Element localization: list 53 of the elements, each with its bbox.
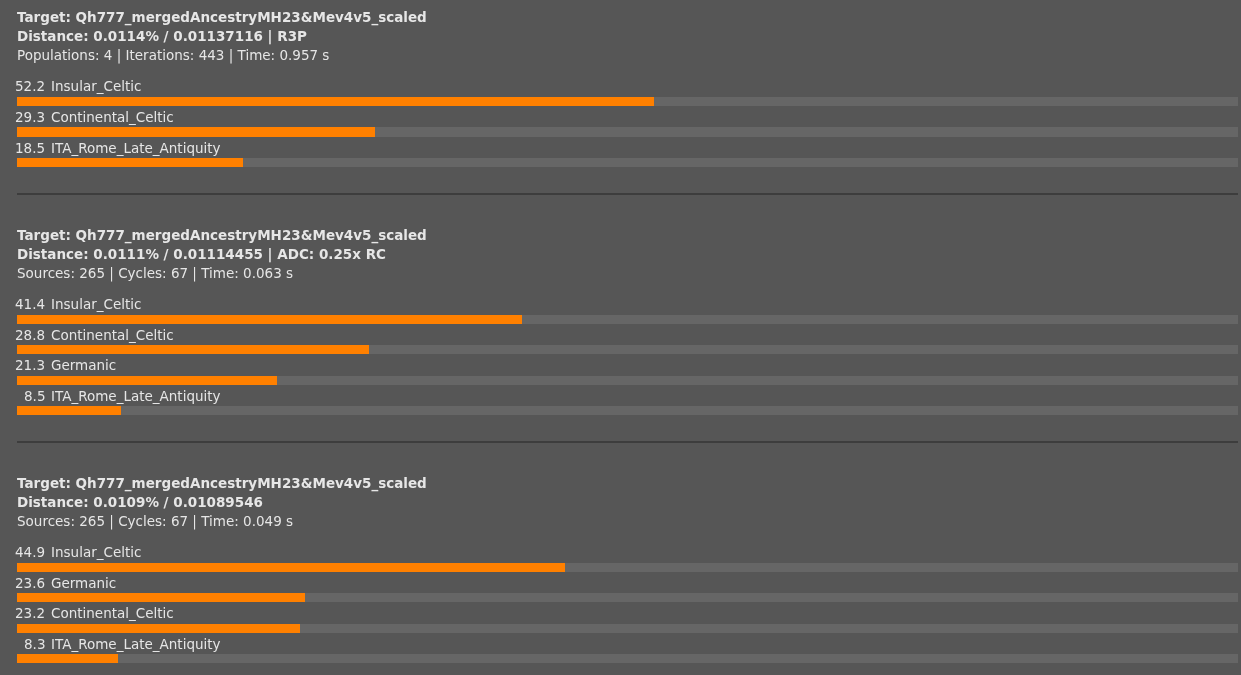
y-tick-label: Insular_Celtic [51, 295, 142, 312]
bar [368, 345, 1238, 355]
y-tick-label: Continental_Celtic [51, 605, 174, 622]
bar [654, 96, 1238, 106]
bar [242, 158, 1238, 168]
bar [17, 654, 119, 664]
chart-title: Target: Qh777_mergedAncestryMH23&Mev4v5_scaled [17, 225, 428, 245]
y-tick-label: ITA_Rome_Late_Antiquity [51, 387, 221, 404]
y-tick-label: Germanic [51, 356, 117, 373]
bar [565, 562, 1238, 572]
bar [118, 654, 1238, 664]
bar [522, 314, 1238, 324]
y-tick-label: Germanic [51, 575, 117, 592]
bar [300, 623, 1238, 633]
bar [374, 127, 1238, 137]
data-label: 8.5 [24, 387, 46, 404]
chart-title: Target: Qh777_mergedAncestryMH23&Mev4v5_scaled [17, 8, 428, 27]
data-label: 18.5 [15, 140, 46, 156]
chart-subtitle: Distance: 0.0111% / 0.01114455 | ADC: 0.25x RC [17, 244, 387, 264]
bar [17, 96, 655, 106]
data-label: 44.9 [15, 544, 46, 561]
data-label: 23.2 [15, 605, 46, 622]
bar [17, 314, 523, 324]
bar [17, 623, 301, 633]
bar [17, 406, 121, 416]
bar [277, 375, 1238, 385]
y-tick-label: Continental_Celtic [51, 109, 174, 125]
y-tick-label: Continental_Celtic [51, 326, 174, 343]
chart-title: Target: Qh777_mergedAncestryMH23&Mev4v5_scaled [17, 474, 428, 494]
bar [17, 562, 566, 572]
y-tick-label: ITA_Rome_Late_Antiquity [51, 636, 221, 653]
chart-subtitle: Distance: 0.0109% / 0.01089546 [17, 493, 264, 513]
data-label: 21.3 [15, 356, 46, 373]
bar [120, 406, 1238, 416]
data-label: 28.8 [15, 326, 46, 343]
data-label: 23.6 [15, 575, 46, 592]
bar [17, 345, 369, 355]
bar [305, 593, 1238, 603]
data-label: 8.3 [24, 636, 46, 653]
data-label: 41.4 [15, 295, 46, 312]
data-label: 52.2 [15, 78, 46, 94]
data-label: 29.3 [15, 109, 46, 125]
source-note: Sources: 265 | Cycles: 67 | Time: 0.049 s [17, 512, 295, 532]
bar [17, 127, 375, 137]
bar [17, 158, 243, 168]
y-tick-label: Insular_Celtic [51, 544, 142, 561]
y-tick-label: Insular_Celtic [51, 78, 142, 94]
y-tick-label: ITA_Rome_Late_Antiquity [51, 140, 221, 156]
chart-subtitle: Distance: 0.0114% / 0.01137116 | R3P [17, 27, 308, 46]
bar [17, 593, 306, 603]
text: Populations: 4 | Iterations: 443 | Time: 0.957 s [17, 46, 331, 65]
bar [17, 375, 278, 385]
source-note: Sources: 265 | Cycles: 67 | Time: 0.063 s [17, 263, 295, 283]
